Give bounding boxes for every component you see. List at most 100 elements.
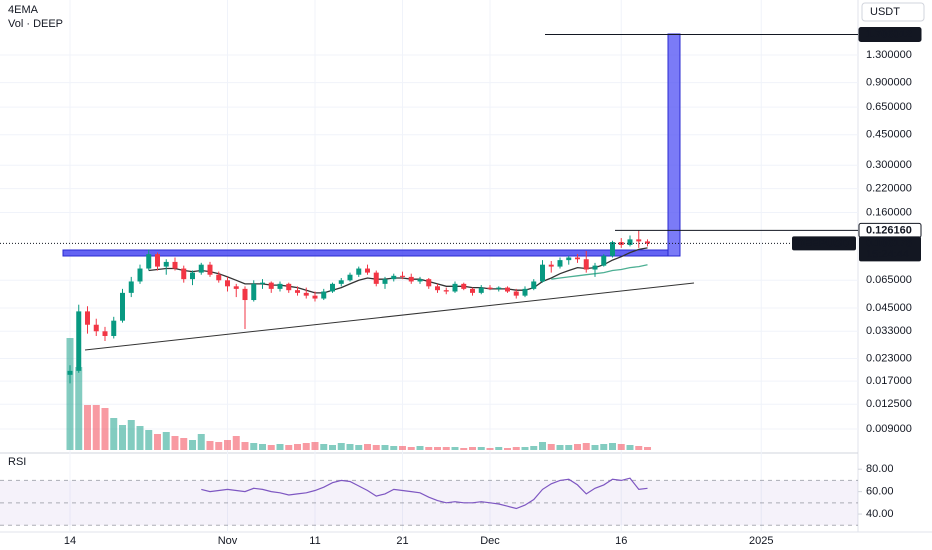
indicator-label: 4EMA — [8, 4, 39, 16]
last-price-box — [859, 236, 921, 262]
volume-bar — [145, 430, 153, 450]
candle-body — [566, 257, 572, 261]
candle-body — [260, 282, 265, 284]
rsi-line — [201, 477, 648, 510]
candle-body — [452, 283, 458, 292]
volume-bar — [407, 447, 415, 450]
candle-body — [557, 260, 563, 267]
volume-bar — [635, 446, 643, 450]
candle-body — [417, 279, 423, 282]
rsi-label: RSI — [8, 456, 26, 468]
volume-bar — [591, 445, 599, 450]
x-tick-label: 14 — [64, 535, 76, 547]
volume-bar — [189, 440, 196, 450]
volume-bar — [285, 445, 293, 450]
currency-box[interactable] — [861, 2, 925, 22]
candle-body — [207, 264, 213, 275]
volume-bar — [92, 405, 100, 450]
x-tick-label: 21 — [396, 535, 408, 547]
candle-body — [645, 241, 650, 244]
price-layer — [0, 34, 858, 384]
candle-body — [382, 279, 388, 284]
volume-bar — [276, 444, 284, 450]
symbol-box — [792, 236, 856, 251]
y-tick-label: 0.650000 — [866, 101, 912, 113]
candle-body — [172, 261, 178, 269]
volume-bar — [617, 444, 625, 450]
volume-bar — [434, 447, 441, 450]
candle-body — [610, 242, 615, 256]
volume-bar — [495, 447, 503, 450]
volume-bar — [609, 443, 616, 450]
x-tick-label: 2025 — [749, 535, 773, 547]
candle-body — [85, 311, 90, 325]
y-tick-label: 0.220000 — [866, 182, 912, 194]
volume-bar — [224, 440, 231, 450]
volume-bar — [355, 445, 363, 450]
candle-body — [505, 287, 510, 292]
candle-body — [128, 281, 134, 293]
volume-bar — [469, 447, 476, 450]
volume-bar — [311, 442, 319, 450]
candle-body — [443, 290, 449, 292]
ema-line — [551, 264, 648, 280]
candle-body — [268, 282, 274, 289]
candle-body — [146, 254, 152, 269]
y-tick-label: 0.045000 — [866, 302, 912, 314]
volume-bar — [259, 444, 266, 450]
candle-body — [198, 264, 204, 273]
candle-body — [522, 288, 528, 296]
candle-body — [338, 280, 344, 284]
volume-bar — [381, 445, 389, 450]
y-tick-label: 0.023000 — [866, 352, 912, 364]
trend-line — [84, 282, 695, 351]
volume-bar — [600, 444, 608, 450]
x-tick-label: 11 — [309, 535, 320, 547]
ema-line — [148, 247, 648, 294]
volume-bar — [399, 446, 406, 450]
volume-bar — [442, 447, 450, 450]
volume-bar — [364, 444, 371, 450]
candle-body — [408, 276, 414, 282]
volume-layer — [66, 338, 651, 450]
symbol-label: DEEPUSDT — [796, 237, 856, 249]
volume-bar — [416, 446, 424, 450]
candle-body — [435, 286, 440, 291]
y-tick-label: 0.009000 — [866, 423, 912, 435]
y-tick-label: 1.300000 — [866, 49, 912, 61]
candle-body — [102, 331, 108, 336]
candle-body — [181, 268, 187, 280]
candle-body — [601, 255, 607, 266]
price-label: 1.706012 — [866, 28, 912, 40]
volume-bar — [504, 448, 511, 450]
volume-bar — [574, 444, 581, 450]
y-tick-label: 0.900000 — [866, 77, 912, 89]
y-tick-label: 0.012500 — [866, 398, 912, 410]
y-tick-label: 0.450000 — [866, 129, 912, 141]
candle-body — [312, 295, 318, 299]
candle-body — [225, 280, 230, 287]
volume-label: Vol · DEEP — [8, 18, 63, 30]
volume-bar — [565, 445, 573, 450]
candle-body — [347, 274, 353, 281]
volume-bar — [75, 367, 83, 450]
volume-bar — [346, 444, 354, 450]
drawing-bar — [667, 33, 681, 257]
price-label-box — [858, 27, 922, 43]
volume-bar — [582, 443, 590, 450]
rsi-layer — [0, 468, 862, 526]
candle-body — [67, 370, 73, 375]
candle-body — [478, 287, 484, 293]
candle-body — [216, 274, 222, 281]
candle-body — [470, 288, 475, 293]
volume-bar — [154, 434, 161, 450]
y-tick-label: 0.160000 — [866, 206, 912, 218]
candle-body — [426, 279, 432, 287]
candle-body — [365, 268, 370, 273]
rsi-tick-label: 40.00 — [866, 508, 894, 520]
currency[interactable]: USDT — [870, 6, 900, 18]
volume-bar — [644, 447, 651, 450]
volume-bar — [530, 446, 538, 450]
